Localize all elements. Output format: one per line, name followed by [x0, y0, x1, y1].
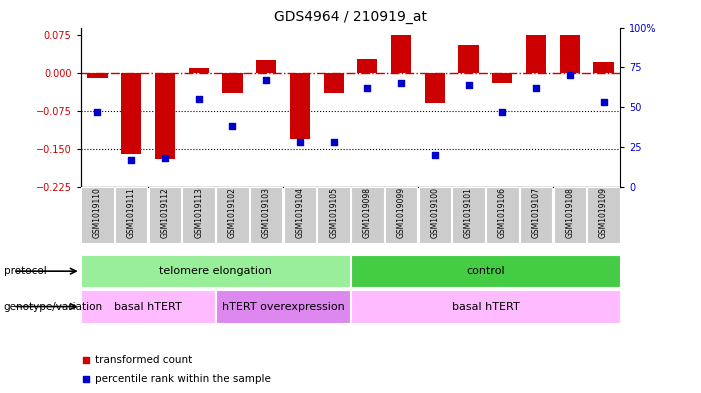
Text: GSM1019106: GSM1019106: [498, 187, 507, 238]
Point: [328, 139, 339, 145]
Point: [259, 98, 271, 105]
Point: [294, 139, 306, 145]
Point: [159, 155, 170, 161]
Point: [362, 85, 373, 91]
Point: [259, 277, 271, 283]
Bar: [593, 62, 613, 73]
Bar: [554, 187, 586, 243]
Text: telomere elongation: telomere elongation: [159, 266, 272, 276]
Text: hTERT overexpression: hTERT overexpression: [222, 301, 344, 312]
Bar: [250, 187, 283, 243]
Text: GSM1019113: GSM1019113: [194, 187, 203, 238]
Point: [125, 156, 137, 163]
Point: [497, 109, 508, 115]
Bar: [115, 187, 147, 243]
Bar: [81, 187, 114, 243]
Text: GSM1019102: GSM1019102: [228, 187, 237, 238]
Point: [531, 85, 542, 91]
Bar: [216, 187, 249, 243]
Text: protocol: protocol: [4, 266, 46, 276]
Bar: [526, 35, 546, 73]
Bar: [290, 73, 310, 139]
Bar: [318, 187, 350, 243]
Bar: [391, 35, 411, 73]
Text: GSM1019098: GSM1019098: [363, 187, 372, 238]
Bar: [256, 61, 276, 73]
Text: GSM1019101: GSM1019101: [464, 187, 473, 238]
Bar: [121, 73, 142, 154]
Text: basal hTERT: basal hTERT: [451, 301, 519, 312]
Title: GDS4964 / 210919_at: GDS4964 / 210919_at: [274, 10, 427, 24]
Text: GSM1019104: GSM1019104: [295, 187, 304, 238]
Bar: [358, 59, 378, 73]
Bar: [425, 73, 445, 103]
Text: GSM1019099: GSM1019099: [397, 187, 406, 238]
Bar: [216, 290, 350, 323]
Bar: [182, 187, 215, 243]
Text: basal hTERT: basal hTERT: [114, 301, 182, 312]
Text: transformed count: transformed count: [95, 354, 193, 365]
Bar: [559, 35, 580, 73]
Text: GSM1019100: GSM1019100: [430, 187, 440, 238]
Point: [429, 152, 440, 158]
Bar: [81, 290, 215, 323]
Point: [564, 72, 576, 78]
Text: percentile rank within the sample: percentile rank within the sample: [95, 374, 271, 384]
Point: [261, 77, 272, 83]
Bar: [350, 255, 620, 287]
Text: GSM1019107: GSM1019107: [531, 187, 540, 238]
Bar: [284, 187, 316, 243]
Bar: [418, 187, 451, 243]
Bar: [324, 73, 343, 93]
Text: GSM1019109: GSM1019109: [599, 187, 608, 238]
Bar: [452, 187, 485, 243]
Text: genotype/variation: genotype/variation: [4, 301, 102, 312]
Bar: [350, 290, 620, 323]
Text: control: control: [466, 266, 505, 276]
Bar: [492, 73, 512, 83]
Point: [227, 123, 238, 129]
Bar: [385, 187, 417, 243]
Point: [463, 82, 474, 88]
Bar: [486, 187, 519, 243]
Bar: [81, 255, 350, 287]
Bar: [155, 73, 175, 159]
Bar: [149, 187, 181, 243]
Point: [92, 109, 103, 115]
Point: [395, 80, 407, 86]
Bar: [189, 68, 209, 73]
Bar: [88, 73, 108, 78]
Text: GSM1019108: GSM1019108: [565, 187, 574, 238]
Bar: [587, 187, 620, 243]
Text: GSM1019112: GSM1019112: [161, 187, 170, 238]
Point: [598, 99, 609, 105]
Text: GSM1019103: GSM1019103: [261, 187, 271, 238]
Bar: [351, 187, 383, 243]
Point: [193, 96, 204, 102]
Bar: [222, 73, 243, 93]
Text: GSM1019110: GSM1019110: [93, 187, 102, 238]
Text: GSM1019111: GSM1019111: [127, 187, 136, 238]
Text: GSM1019105: GSM1019105: [329, 187, 338, 238]
Bar: [520, 187, 552, 243]
Bar: [458, 45, 479, 73]
